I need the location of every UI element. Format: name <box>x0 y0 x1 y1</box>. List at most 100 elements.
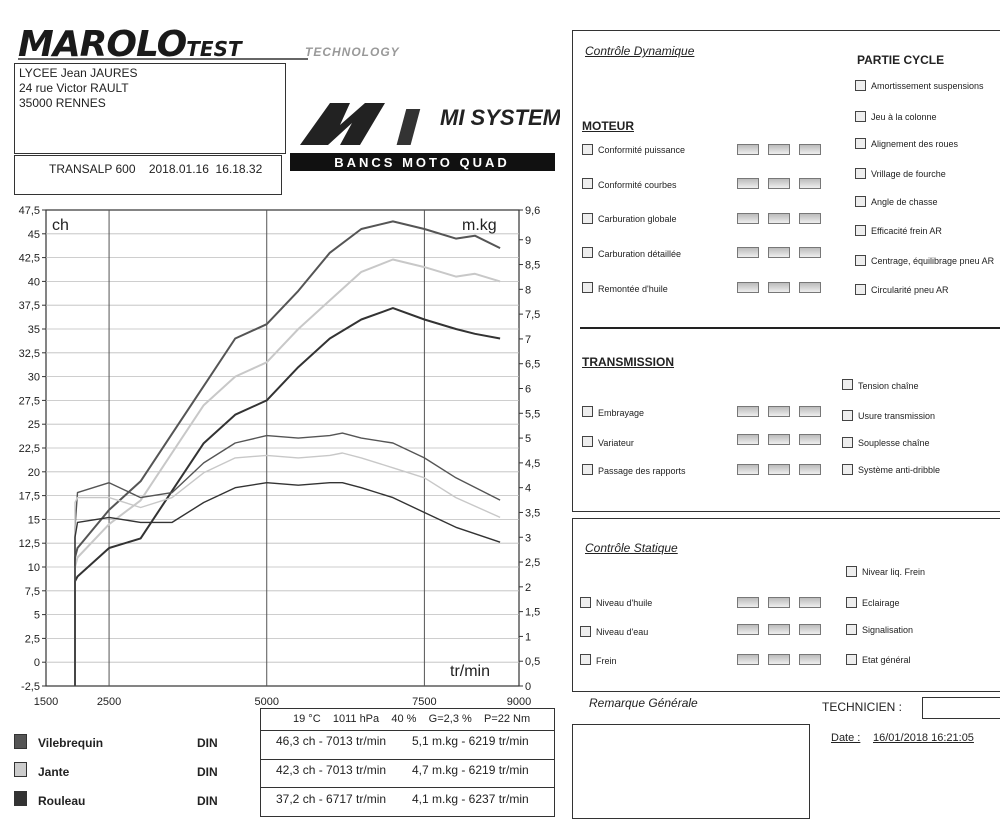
checkbox-moteur-1[interactable] <box>582 178 593 189</box>
checkbox-trans-left-1[interactable] <box>582 436 593 447</box>
label-stat-right-0: Nivear liq. Frein <box>862 567 926 577</box>
y-left-tick-label: 0 <box>34 657 40 669</box>
rating-stat-0-b[interactable] <box>768 597 790 608</box>
checkbox-trans-right-1[interactable] <box>842 410 853 421</box>
checkbox-trans-left-2[interactable] <box>582 464 593 475</box>
checkbox-stat-left-1[interactable] <box>580 626 591 637</box>
y-left-tick-label: 30 <box>28 372 40 384</box>
label-cycle-1: Jeu à la colonne <box>871 112 937 122</box>
rating-moteur-0-a[interactable] <box>737 144 759 155</box>
rating-trans-1-b[interactable] <box>768 434 790 445</box>
checkbox-trans-left-0[interactable] <box>582 406 593 417</box>
label-stat-right-1: Eclairage <box>862 598 900 608</box>
rating-stat-1-a[interactable] <box>737 624 759 635</box>
checkbox-trans-right-3[interactable] <box>842 464 853 475</box>
checkbox-stat-right-3[interactable] <box>846 654 857 665</box>
x-tick-label: 2500 <box>97 696 121 708</box>
checkbox-cycle-0[interactable] <box>855 80 866 91</box>
brand-underline <box>18 58 308 60</box>
label-trans-right-0: Tension chaîne <box>858 381 919 391</box>
y-right-tick-label: 7 <box>525 334 531 346</box>
y-left-tick-label: 45 <box>28 229 40 241</box>
rating-trans-1-a[interactable] <box>737 434 759 445</box>
label-trans-right-2: Souplesse chaîne <box>858 438 930 448</box>
rating-moteur-2-b[interactable] <box>768 213 790 224</box>
rating-stat-2-a[interactable] <box>737 654 759 665</box>
rating-trans-2-c[interactable] <box>799 464 821 475</box>
checkbox-stat-right-0[interactable] <box>846 566 857 577</box>
checkbox-cycle-2[interactable] <box>855 138 866 149</box>
rating-moteur-0-b[interactable] <box>768 144 790 155</box>
rating-stat-0-c[interactable] <box>799 597 821 608</box>
rating-trans-2-a[interactable] <box>737 464 759 475</box>
checkbox-moteur-2[interactable] <box>582 213 593 224</box>
controle-statique-title: Contrôle Statique <box>585 541 678 555</box>
rating-moteur-3-a[interactable] <box>737 247 759 258</box>
label-cycle-5: Efficacité frein AR <box>871 226 942 236</box>
y-right-tick-label: 3 <box>525 532 531 544</box>
result-torque-jante: 4,7 m.kg - 6219 tr/min <box>412 763 529 777</box>
checkbox-moteur-4[interactable] <box>582 282 593 293</box>
rating-trans-1-c[interactable] <box>799 434 821 445</box>
legend-swatch-vilebrequin <box>14 734 27 749</box>
y-right-tick-label: 8 <box>525 284 531 296</box>
logo-tagline: BANCS MOTO QUAD <box>334 155 509 170</box>
address-line-3: 35000 RENNES <box>19 96 106 110</box>
address-line-1: LYCEE Jean JAURES <box>19 66 138 80</box>
label-moteur-0: Conformité puissance <box>598 145 686 155</box>
conditions-text: 19 °C 1011 hPa 40 % G=2,3 % P=22 Nm <box>293 713 531 725</box>
rating-moteur-0-c[interactable] <box>799 144 821 155</box>
y-right-tick-label: 9,6 <box>525 205 540 217</box>
label-moteur-3: Carburation détaillée <box>598 249 682 259</box>
rating-moteur-3-b[interactable] <box>768 247 790 258</box>
rating-moteur-2-c[interactable] <box>799 213 821 224</box>
y-left-tick-label: 7,5 <box>25 586 40 598</box>
checkbox-trans-right-0[interactable] <box>842 379 853 390</box>
y-right-tick-label: 4,5 <box>525 458 540 470</box>
checkbox-stat-right-2[interactable] <box>846 624 857 635</box>
rating-moteur-3-c[interactable] <box>799 247 821 258</box>
rating-moteur-1-a[interactable] <box>737 178 759 189</box>
checkbox-moteur-3[interactable] <box>582 247 593 258</box>
rating-moteur-1-b[interactable] <box>768 178 790 189</box>
rating-trans-0-b[interactable] <box>768 406 790 417</box>
rating-moteur-2-a[interactable] <box>737 213 759 224</box>
partie-cycle-title: PARTIE CYCLE <box>857 53 945 67</box>
checkbox-moteur-0[interactable] <box>582 144 593 155</box>
rating-trans-0-a[interactable] <box>737 406 759 417</box>
label-stat-right-2: Signalisation <box>862 625 914 635</box>
checkbox-trans-right-2[interactable] <box>842 437 853 448</box>
checkbox-cycle-7[interactable] <box>855 284 866 295</box>
rating-moteur-4-a[interactable] <box>737 282 759 293</box>
rating-stat-2-c[interactable] <box>799 654 821 665</box>
checkbox-cycle-3[interactable] <box>855 168 866 179</box>
result-torque-rouleau: 4,1 m.kg - 6237 tr/min <box>412 792 529 806</box>
rating-moteur-1-c[interactable] <box>799 178 821 189</box>
checkbox-stat-left-2[interactable] <box>580 654 591 665</box>
y-left-tick-label: 2,5 <box>25 633 40 645</box>
checkbox-cycle-5[interactable] <box>855 225 866 236</box>
y-right-tick-label: 5,5 <box>525 408 540 420</box>
rating-stat-1-c[interactable] <box>799 624 821 635</box>
checkbox-cycle-1[interactable] <box>855 111 866 122</box>
y-right-tick-label: 2,5 <box>525 557 540 569</box>
dyno-chart: -2,502,557,51012,51517,52022,52527,53032… <box>19 205 541 708</box>
checkbox-cycle-6[interactable] <box>855 255 866 266</box>
remarque-box[interactable] <box>572 724 810 819</box>
rating-stat-1-b[interactable] <box>768 624 790 635</box>
rating-trans-2-b[interactable] <box>768 464 790 475</box>
checkbox-stat-left-0[interactable] <box>580 597 591 608</box>
rating-moteur-4-c[interactable] <box>799 282 821 293</box>
rating-moteur-4-b[interactable] <box>768 282 790 293</box>
label-trans-right-3: Système anti-dribble <box>858 465 941 475</box>
rating-stat-0-a[interactable] <box>737 597 759 608</box>
checkbox-cycle-4[interactable] <box>855 196 866 207</box>
x-tick-label: 7500 <box>412 696 436 708</box>
technicien-label: TECHNICIEN : <box>822 700 903 714</box>
y-right-tick-label: 0,5 <box>525 656 540 668</box>
technicien-field[interactable] <box>922 697 1000 719</box>
checkbox-stat-right-1[interactable] <box>846 597 857 608</box>
rating-trans-0-c[interactable] <box>799 406 821 417</box>
conditions-box: 19 °C 1011 hPa 40 % G=2,3 % P=22 Nm <box>260 708 555 732</box>
rating-stat-2-b[interactable] <box>768 654 790 665</box>
